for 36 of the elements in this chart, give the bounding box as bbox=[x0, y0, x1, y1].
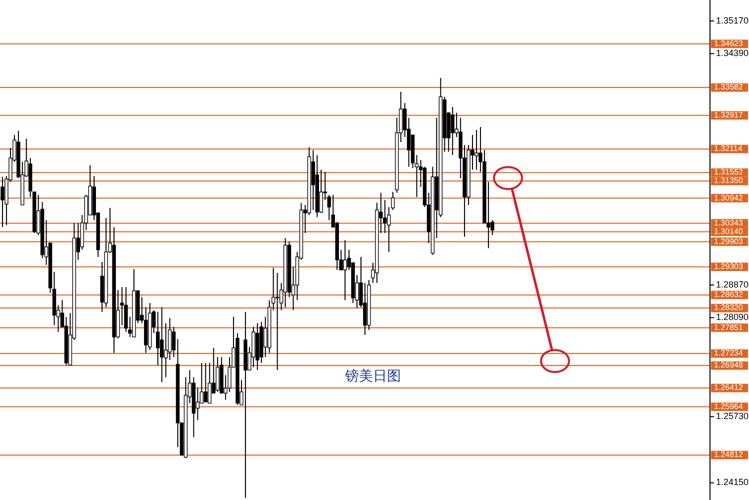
y-tick-label: 1.34390 bbox=[716, 48, 749, 58]
candlestick bbox=[450, 106, 454, 156]
ref-line-label: 1.31350 bbox=[714, 176, 744, 186]
candlestick bbox=[160, 306, 164, 383]
ref-line-label: 1.25964 bbox=[714, 402, 744, 411]
candlestick bbox=[156, 311, 160, 366]
ref-line-label: 1.29903 bbox=[714, 236, 744, 246]
ref-line-label: 1.27851 bbox=[714, 322, 744, 332]
ref-line-label: 1.30942 bbox=[714, 193, 744, 202]
ref-line-label: 1.34623 bbox=[714, 38, 744, 48]
annotation: 镑美日图 bbox=[344, 368, 401, 384]
ref-line-label: 1.26948 bbox=[714, 360, 744, 370]
ref-line-label: 1.30140 bbox=[714, 226, 744, 236]
ref-line-label: 1.24812 bbox=[714, 450, 744, 460]
ref-line-label: 1.30343 bbox=[714, 218, 744, 228]
y-tick-label: 1.28090 bbox=[716, 312, 749, 322]
candlestick bbox=[474, 129, 478, 170]
candlestick bbox=[275, 272, 280, 371]
ref-line-label: 1.32917 bbox=[714, 110, 744, 120]
y-tick-label: 1.35170 bbox=[716, 15, 749, 26]
candlestick bbox=[0, 176, 4, 228]
ref-line-label: 1.32114 bbox=[714, 144, 743, 154]
ref-line-label: 1.33582 bbox=[714, 82, 744, 92]
candlestick bbox=[204, 362, 208, 402]
ref-line-label: 1.29303 bbox=[714, 262, 744, 271]
ref-line-label: 1.26412 bbox=[714, 383, 744, 392]
ref-line-label: 1.28632 bbox=[714, 290, 744, 300]
ref-line-label: 1.27234 bbox=[714, 348, 744, 358]
ref-line-label: 1.28320 bbox=[714, 303, 744, 312]
candlestick bbox=[319, 169, 323, 214]
ref-line-label: 1.31552 bbox=[714, 168, 744, 177]
y-tick-label: 1.24150 bbox=[716, 477, 749, 488]
y-tick-label: 1.28870 bbox=[716, 279, 749, 290]
y-tick-label: 1.25730 bbox=[716, 410, 749, 421]
candlestick bbox=[208, 362, 212, 404]
candlestick bbox=[343, 240, 347, 301]
